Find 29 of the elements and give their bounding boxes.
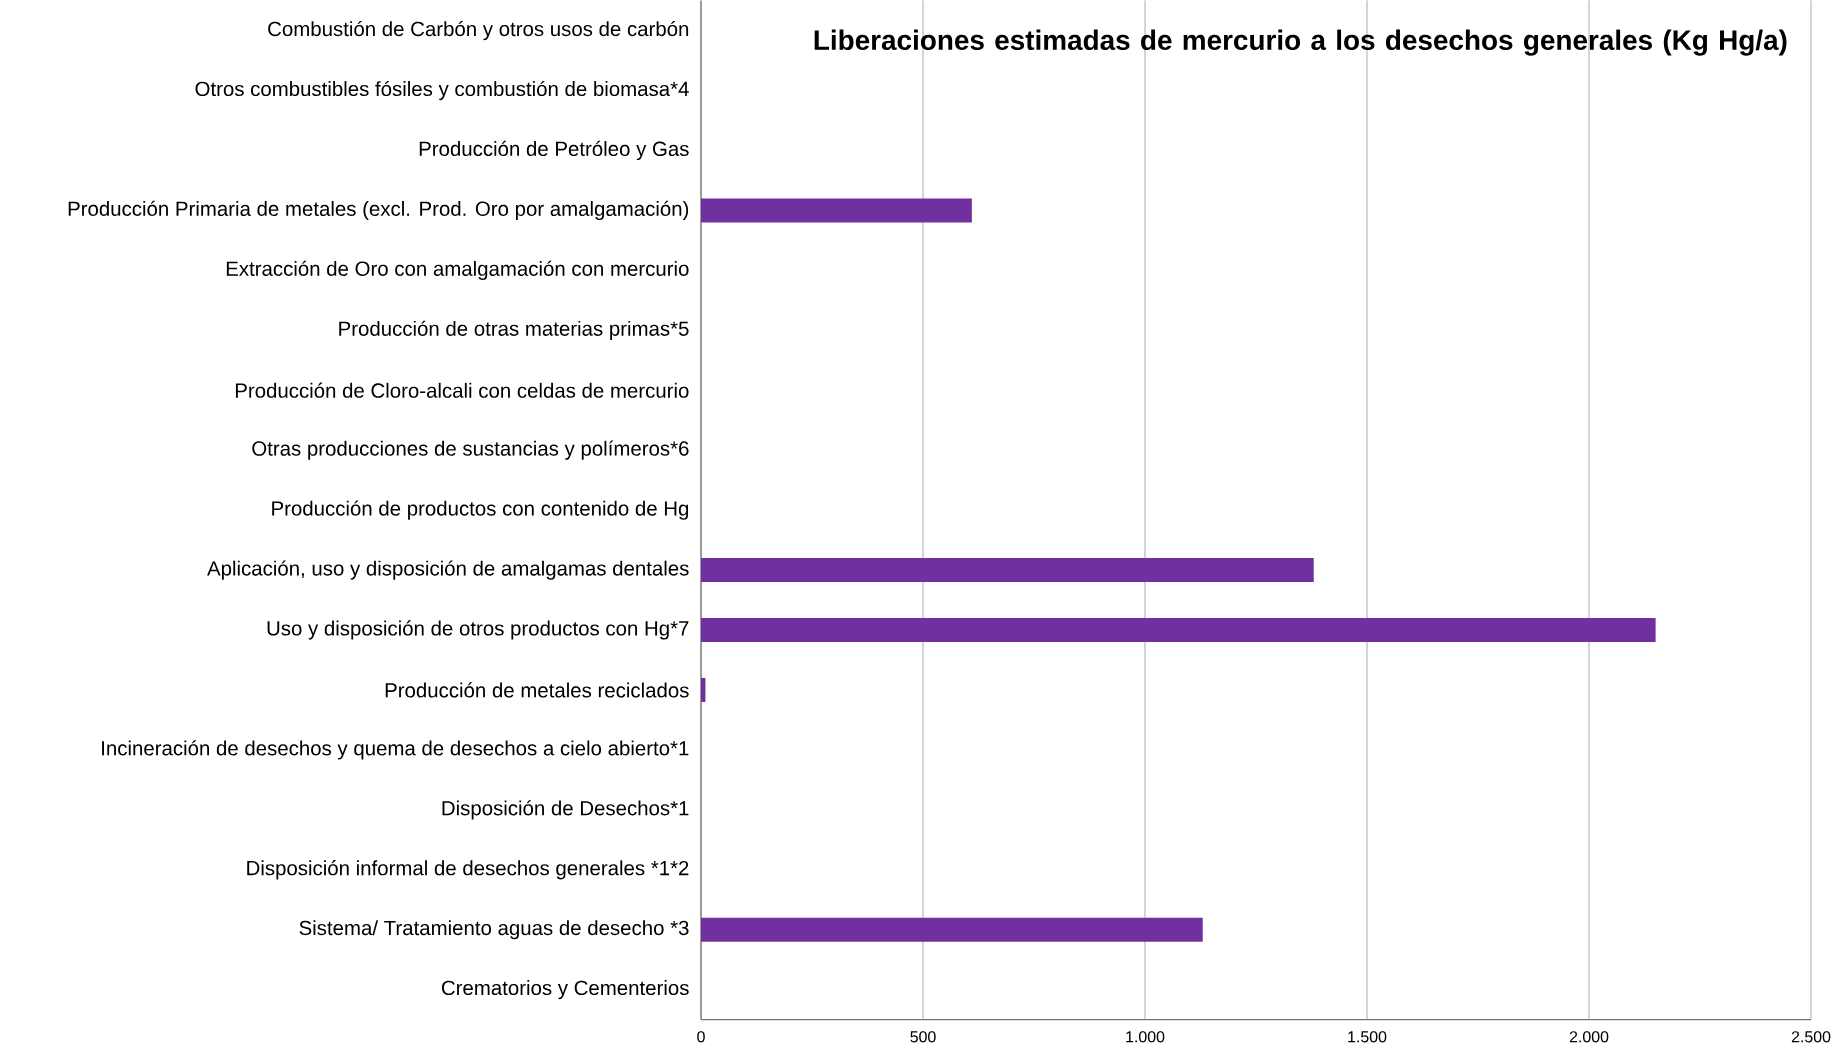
y-tick-label: Producción de otras materias primas*5 xyxy=(339,320,689,341)
y-tick-label: Combustión de Carbón y otros usos de carbón xyxy=(268,21,689,41)
y-tick-label: Disposición informal de desechos generales *1*2 xyxy=(247,860,689,880)
y-tick-label: Producción de productos con contenido de Hg xyxy=(272,500,689,520)
bar xyxy=(701,917,1203,942)
x-tick-label: 1.500 xyxy=(1348,1031,1387,1043)
y-tick-label: Disposición de Desechos*1 xyxy=(442,800,689,820)
y-tick-label: Otros combustibles fósiles y combustión de biomasa*4 xyxy=(195,81,689,101)
x-tick-label: 2.500 xyxy=(1791,1031,1831,1043)
x-tick-label: 500 xyxy=(910,1031,936,1043)
y-tick-label: Producción de Petróleo y Gas xyxy=(419,141,689,161)
x-tick-label: 2.000 xyxy=(1569,1031,1609,1043)
bar xyxy=(701,618,1656,643)
x-tick-label: 1.000 xyxy=(1126,1031,1165,1043)
x-tick-label: 0 xyxy=(697,1031,705,1043)
y-tick-label: Producción de metales reciclados xyxy=(385,682,689,698)
y-tick-label: Producción Primaria de metales (excl. Prod. Oro por amalgamación) xyxy=(68,200,689,221)
y-tick-label: Uso y disposición de otros productos con Hg*7 xyxy=(267,620,689,640)
bar xyxy=(701,558,1314,583)
y-tick-label: Aplicación, uso y disposición de amalgamas dentales xyxy=(207,560,689,580)
y-tick-label: Extracción de Oro con amalgamación con mercurio xyxy=(226,260,689,281)
y-tick-label: Producción de Cloro-alcali con celdas de mercurio xyxy=(235,382,689,399)
y-tick-label: Crematorios y Cementerios xyxy=(441,980,689,1000)
y-tick-label: Incineración de desechos y quema de desechos a cielo abierto*1 xyxy=(102,740,689,760)
bar xyxy=(701,198,972,223)
text: Liberaciones estimadas de mercurio a los desechos generales (Kg Hg/a) xyxy=(814,29,1787,56)
y-tick-label: Otras producciones de sustancias y polímeros*6 xyxy=(252,440,689,460)
y-tick-label: Sistema/ Tratamiento aguas de desecho *3 xyxy=(299,920,689,940)
bar xyxy=(701,678,706,703)
